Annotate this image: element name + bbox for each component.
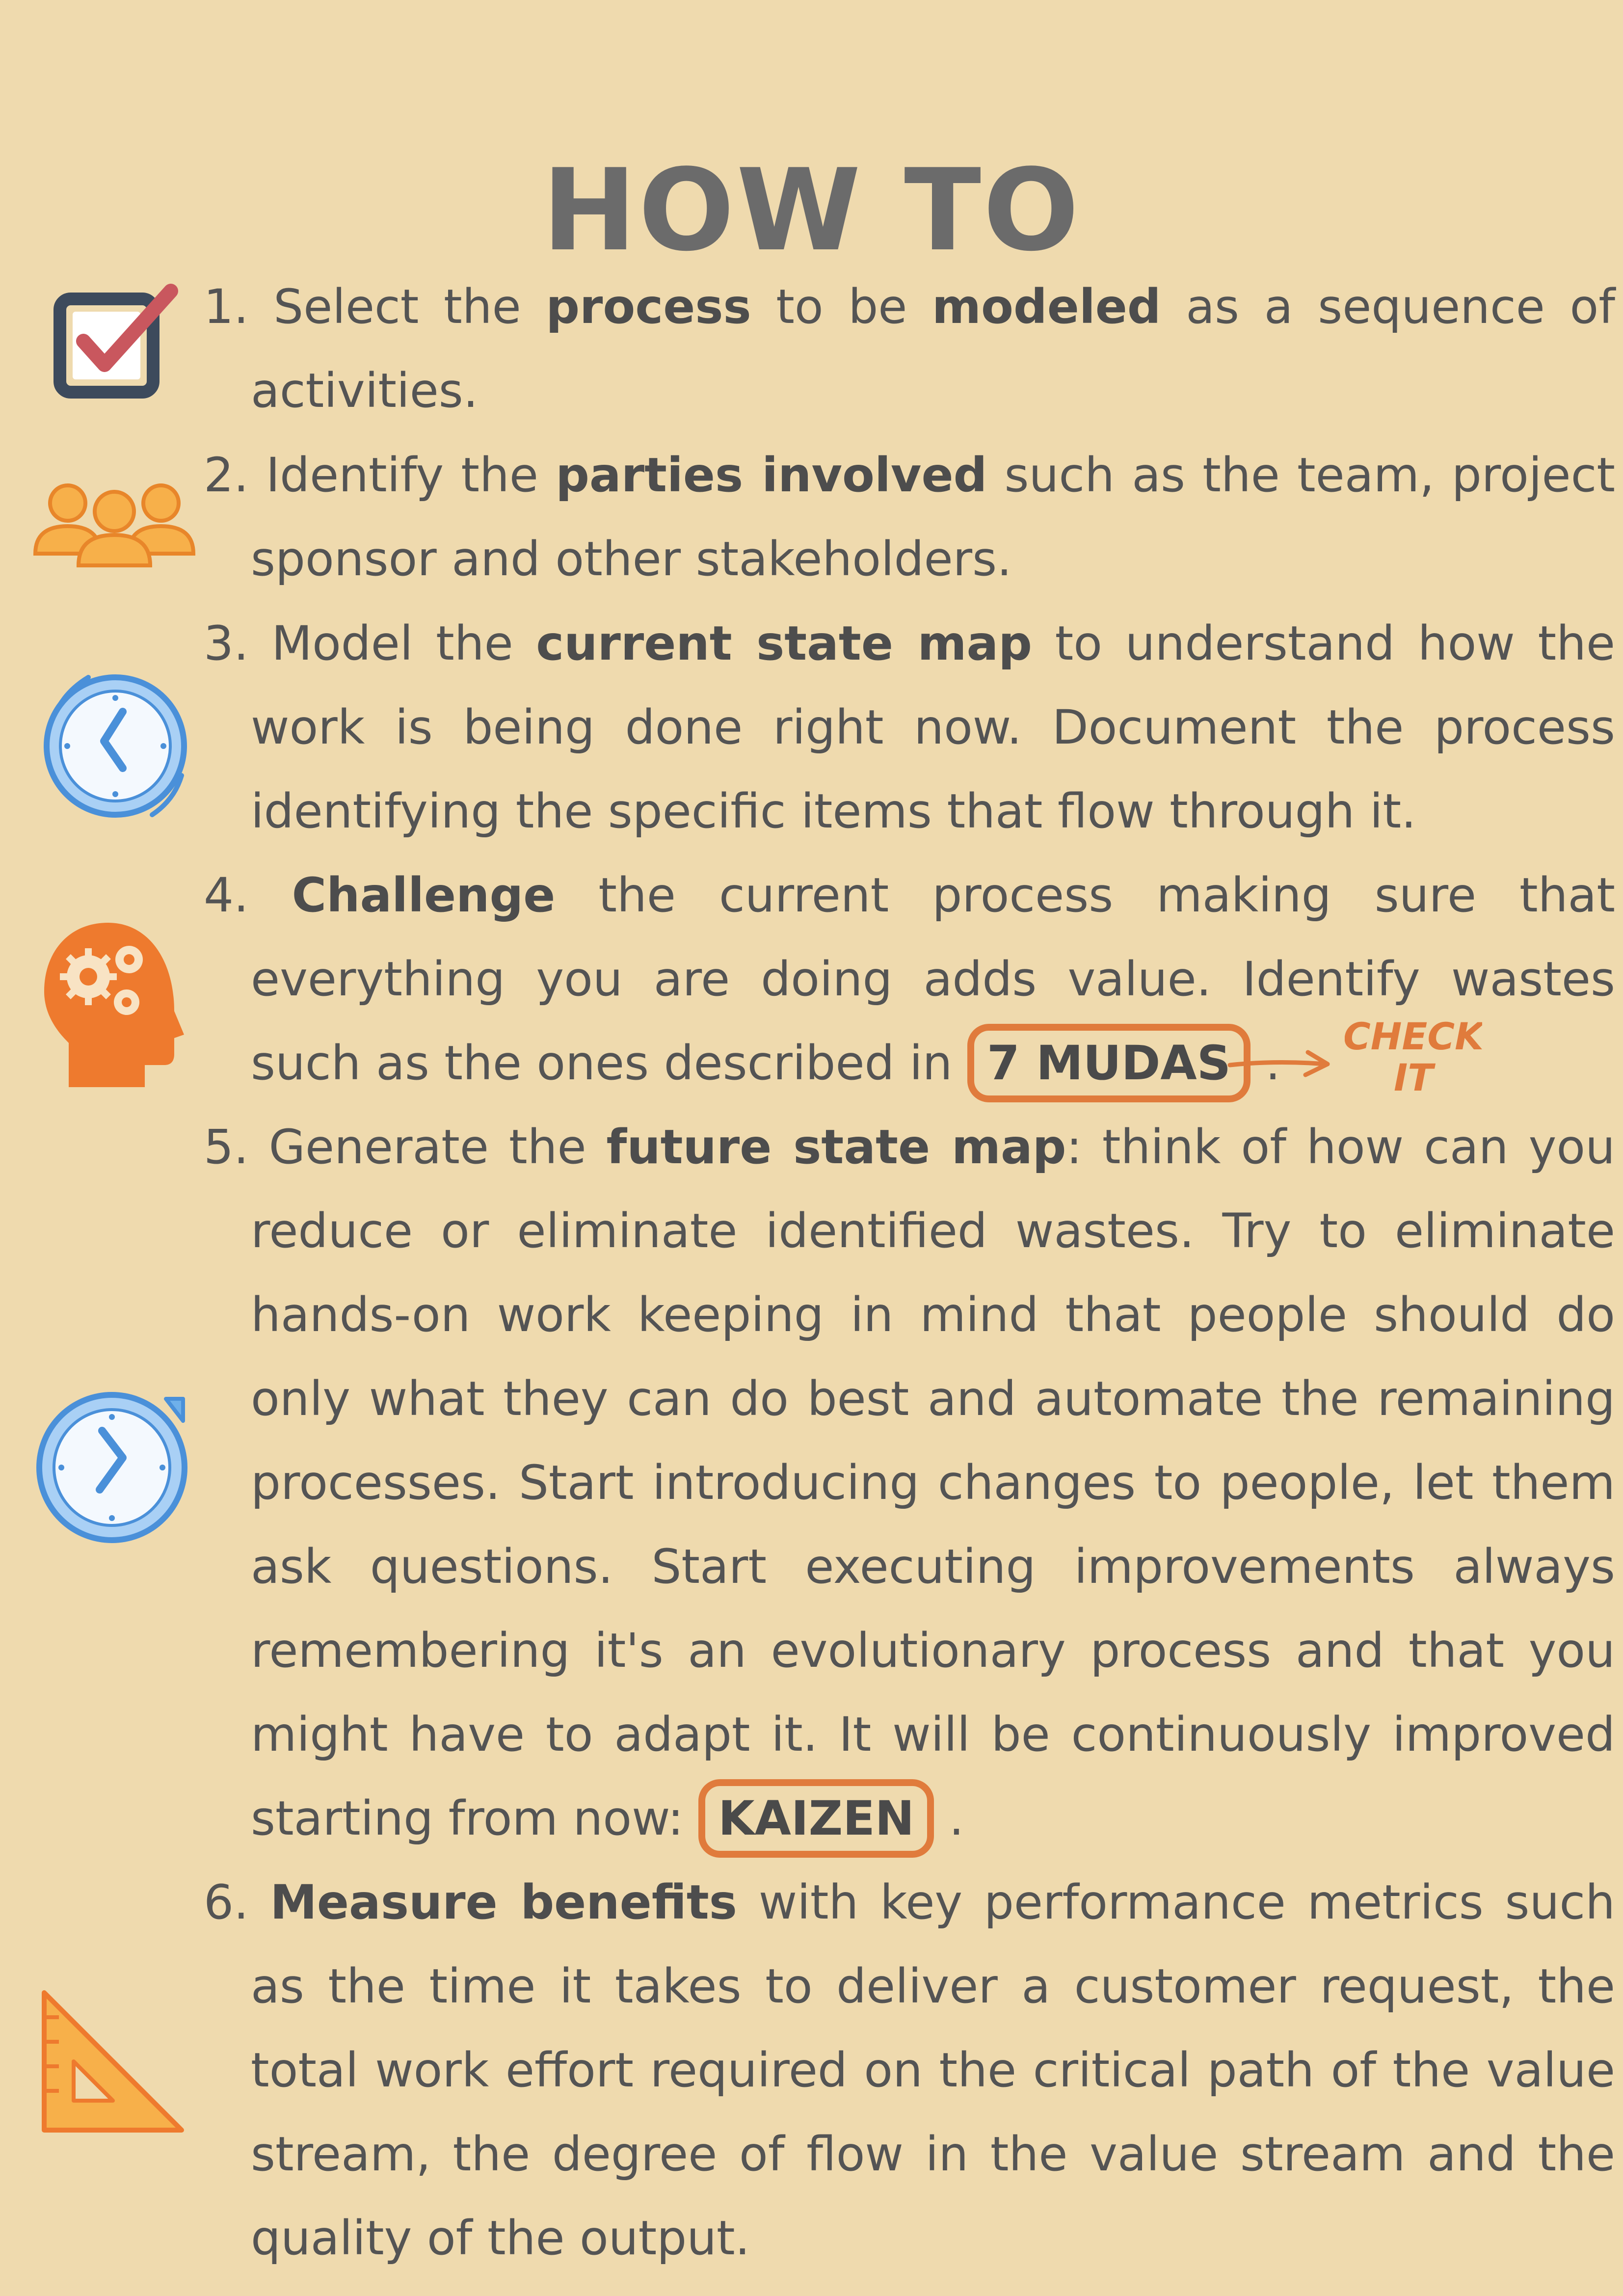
- step-number: 4.: [204, 868, 249, 923]
- step-1-text: 1. Select the process to be modeled as a…: [204, 279, 1616, 418]
- step-5-text: 5. Generate the future state map: think …: [204, 1105, 1615, 1861]
- step-number: 5.: [204, 1120, 249, 1175]
- kaizen-link-badge[interactable]: KAIZEN: [698, 1779, 934, 1858]
- set-square-icon: [42, 1990, 184, 2133]
- people-group-icon: [33, 483, 195, 567]
- mudas-link-badge[interactable]: 7 MUDAS: [967, 1024, 1251, 1102]
- step-6-text: 6. Measure benefits with key performance…: [204, 1875, 1616, 2266]
- step-2-text: 2. Identify the parties involved such as…: [204, 448, 1616, 587]
- check-it-label: CHECK IT: [1345, 1016, 1482, 1099]
- step-number: 2.: [204, 448, 249, 503]
- step-number: 3.: [204, 616, 249, 671]
- clock-icon: [44, 674, 187, 818]
- arrow-icon: [1227, 1050, 1330, 1077]
- checkbox-icon: [53, 284, 178, 399]
- head-gears-icon: [44, 923, 184, 1087]
- step-3-text: 3. Model the current state map to unders…: [204, 616, 1616, 839]
- step-number: 6.: [204, 1875, 249, 1930]
- check-it-note[interactable]: CHECK IT: [1345, 1016, 1482, 1109]
- step-4-text: 4. Challenge the current process making …: [204, 854, 1615, 1105]
- page-title: HOW TO: [542, 145, 1081, 276]
- step-number: 1.: [204, 279, 249, 334]
- clock-refresh-icon: [36, 1392, 187, 1543]
